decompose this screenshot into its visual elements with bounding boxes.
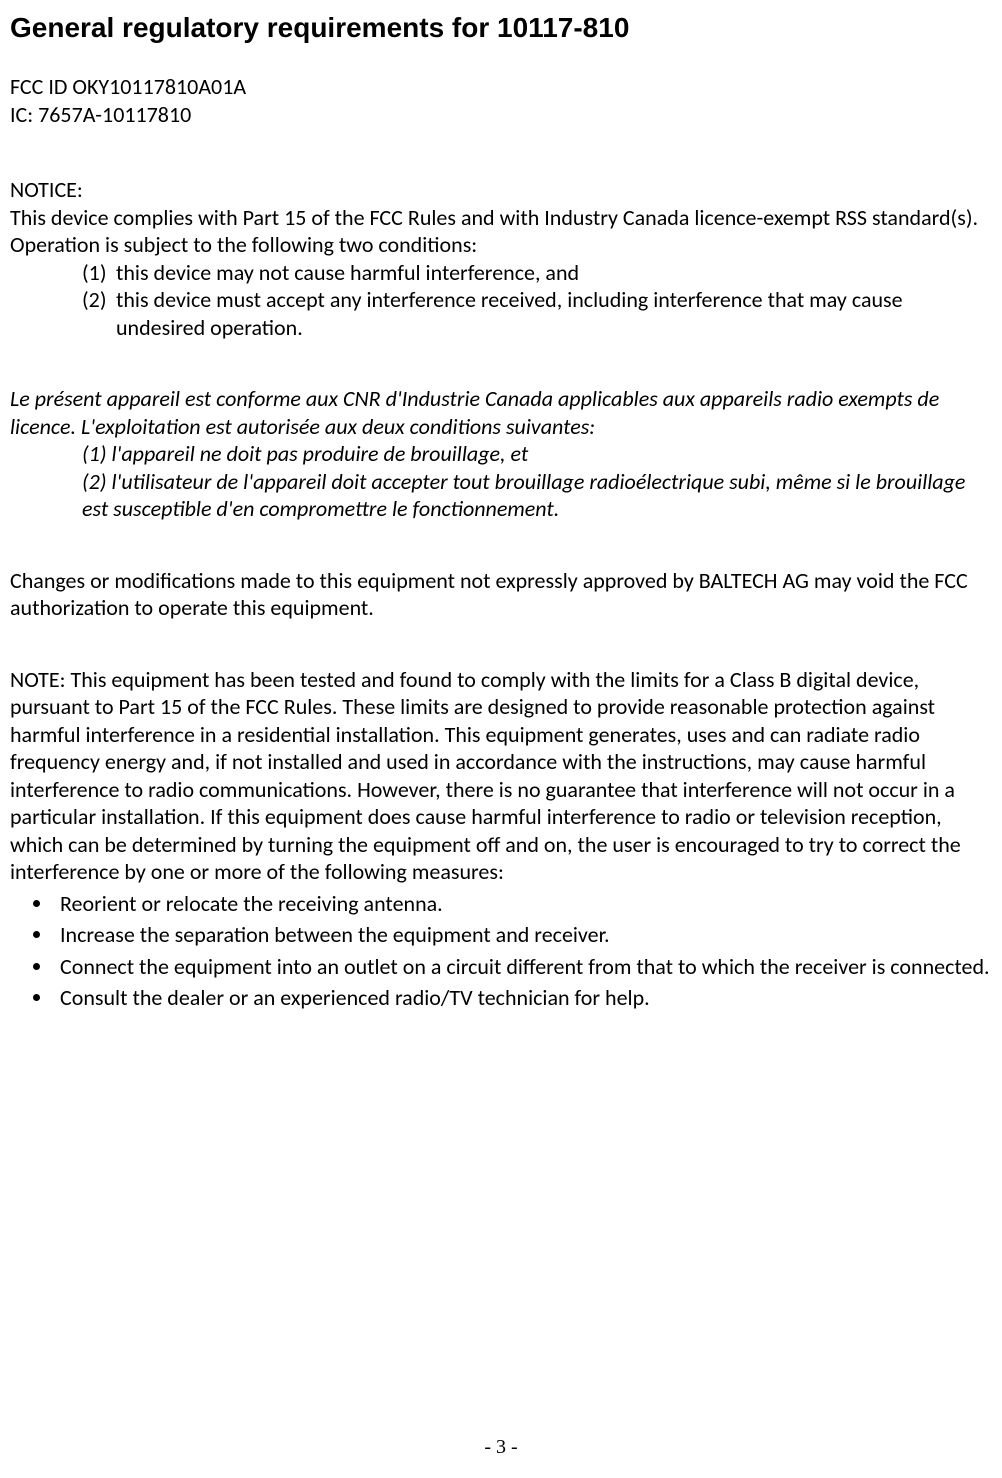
- notice-section-en: NOTICE: This device complies with Part 1…: [10, 176, 992, 341]
- page-title: General regulatory requirements for 1011…: [10, 10, 992, 45]
- changes-paragraph: Changes or modifications made to this eq…: [10, 567, 992, 622]
- notice-intro-2: Operation is subject to the following tw…: [10, 231, 992, 259]
- notice-fr-conditions: (1) l'appareil ne doit pas produire de b…: [10, 440, 992, 523]
- list-item-text: this device may not cause harmful interf…: [116, 259, 992, 287]
- measures-list: Reorient or relocate the receiving anten…: [10, 890, 992, 1012]
- notice-conditions-list: (1) this device may not cause harmful in…: [10, 259, 992, 342]
- notice-fr-intro: Le présent appareil est conforme aux CNR…: [10, 385, 992, 440]
- notice-section-fr: Le présent appareil est conforme aux CNR…: [10, 385, 992, 523]
- id-block: FCC ID OKY10117810A01A IC: 7657A-1011781…: [10, 73, 992, 128]
- notice-label: NOTICE:: [10, 176, 992, 204]
- fcc-id: FCC ID OKY10117810A01A: [10, 73, 992, 101]
- document-page: General regulatory requirements for 1011…: [0, 0, 1002, 1478]
- notice-intro-1: This device complies with Part 15 of the…: [10, 204, 992, 232]
- list-item: Consult the dealer or an experienced rad…: [54, 984, 992, 1012]
- list-item: Reorient or relocate the receiving anten…: [54, 890, 992, 918]
- list-item: Increase the separation between the equi…: [54, 921, 992, 949]
- list-item: (2) this device must accept any interfer…: [82, 286, 992, 341]
- list-item: (1) l'appareil ne doit pas produire de b…: [82, 440, 992, 468]
- note-paragraph: NOTE: This equipment has been tested and…: [10, 666, 992, 886]
- list-item-number: (2): [82, 286, 116, 341]
- list-item: (1) this device may not cause harmful in…: [82, 259, 992, 287]
- list-item: (2) l'utilisateur de l'appareil doit acc…: [82, 468, 992, 523]
- list-item-number: (1): [82, 259, 116, 287]
- list-item: Connect the equipment into an outlet on …: [54, 953, 992, 981]
- ic-id: IC: 7657A-10117810: [10, 101, 992, 129]
- page-number: - 3 -: [0, 1435, 1002, 1460]
- list-item-text: this device must accept any interference…: [116, 286, 992, 341]
